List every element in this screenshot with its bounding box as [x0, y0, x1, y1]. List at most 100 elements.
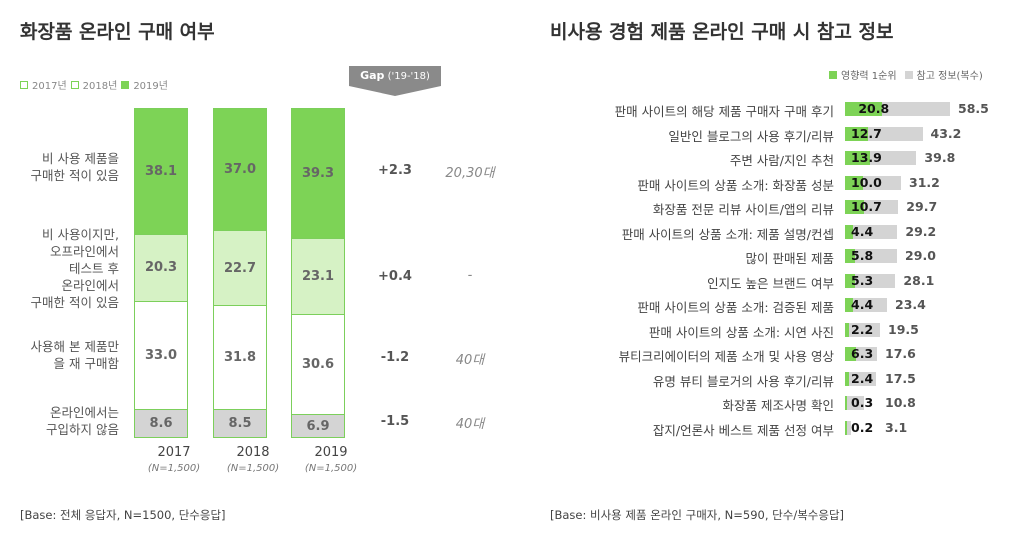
legend-2017-label: 2017년: [32, 81, 67, 92]
year-label-2017: 2017: [157, 445, 191, 460]
ref-bar-multi-6: [845, 249, 898, 264]
gap-header-bold: Gap: [360, 69, 385, 82]
ref-bar-rank1-1: [845, 126, 868, 141]
ref-bar-multi-11: [845, 371, 877, 386]
n-label-2019: (N=1,500): [304, 463, 358, 474]
legend-2019-swatch: [121, 80, 130, 89]
ref-bar-multi-5: [845, 224, 898, 239]
legend-2017-swatch: [20, 80, 28, 89]
ref-value-multi-8: 23.4: [895, 297, 926, 313]
right-legend: 영향력 1순위 참고 정보(복수): [829, 67, 983, 82]
ref-value-rank1-7: 5.3: [851, 272, 874, 288]
ref-bar-multi-13: [845, 420, 851, 435]
ref-bar-multi-9: [845, 322, 880, 337]
ref-bar-rank1-11: [845, 371, 850, 386]
ref-bar-rank1-10: [845, 347, 857, 362]
ref-bar-rank1-9: [845, 322, 849, 337]
gap-header-arrow: [349, 66, 441, 96]
ref-value-multi-4: 29.7: [906, 199, 938, 215]
ref-bar-rank1-2: [845, 151, 870, 166]
ref-value-multi-3: 31.2: [909, 174, 940, 190]
ref-value-multi-2: 39.8: [924, 150, 956, 166]
ref-value-multi-7: 28.1: [903, 272, 935, 288]
legend-rank1-label: 영향력 1순위: [841, 71, 897, 82]
gap-note-2: 40대: [455, 353, 485, 368]
ref-value-rank1-6: 5.8: [851, 248, 874, 264]
gap-value-3: -1.5: [380, 414, 410, 429]
ref-bar-rank1-7: [845, 273, 855, 288]
left-category-2: 사용해 본 제품만 을 재 구매함: [30, 339, 119, 371]
ref-value-multi-12: 10.8: [885, 395, 916, 411]
ref-bar-multi-8: [845, 298, 887, 313]
ref-category-label-12: 화장품 제조사명 확인: [722, 398, 834, 414]
n-label-2017: (N=1,500): [147, 463, 201, 474]
ref-bar-rank1-6: [845, 249, 856, 264]
ref-bar-rank1-0: [845, 102, 883, 117]
ref-value-rank1-0: 20.8: [858, 101, 890, 117]
ref-category-label-2: 주변 사람/지인 추천: [729, 153, 834, 169]
ref-category-label-9: 판매 사이트의 상품 소개: 시연 사진: [648, 324, 834, 340]
right-chart-title: 비사용 경험 제품 온라인 구매 시 참고 정보: [550, 21, 894, 43]
ref-bar-rank1-12: [845, 396, 847, 411]
ref-value-rank1-12: 0.3: [851, 395, 874, 411]
legend-rank1-swatch: [829, 70, 837, 79]
ref-bar-rank1-3: [845, 175, 863, 190]
ref-category-label-5: 판매 사이트의 상품 소개: 제품 설명/컨셉: [621, 226, 834, 242]
left-category-0: 비 사용 제품을 구매한 적이 있음: [30, 151, 119, 183]
ref-value-rank1-2: 13.9: [851, 150, 882, 166]
ref-value-rank1-5: 4.4: [851, 223, 874, 239]
gap-value-1: +0.4: [378, 269, 412, 284]
ref-bar-multi-7: [845, 273, 896, 288]
gap-value-2: -1.2: [380, 350, 410, 365]
ref-bar-rank1-13: [845, 420, 847, 435]
ref-value-rank1-3: 10.0: [851, 174, 882, 190]
gap-header-rest: ('19-'18): [384, 71, 430, 82]
left-legend: 2017년 2018년 2019년: [20, 77, 168, 92]
ref-value-multi-13: 3.1: [885, 419, 908, 435]
ref-value-multi-0: 58.5: [958, 101, 989, 117]
ref-value-rank1-13: 0.2: [851, 419, 874, 435]
ref-category-label-0: 판매 사이트의 해당 제품 구매자 구매 후기: [614, 104, 834, 120]
legend-multi-swatch: [904, 70, 913, 79]
left-base-note: [Base: 전체 응답자, N=1500, 단수응답]: [20, 508, 226, 522]
ref-bar-rank1-5: [845, 224, 853, 239]
left-category-3: 온라인에서는 구입하지 않음: [46, 405, 119, 437]
ref-category-label-3: 판매 사이트의 상품 소개: 화장품 성분: [637, 177, 834, 193]
ref-category-label-7: 인지도 높은 브랜드 여부: [707, 275, 834, 291]
ref-value-multi-10: 17.6: [885, 346, 916, 362]
legend-multi-label: 참고 정보(복수): [916, 71, 983, 82]
right-base-note: [Base: 비사용 제품 온라인 구매자, N=590, 단수/복수응답]: [550, 508, 845, 522]
ref-category-label-10: 뷰티크리에이터의 제품 소개 및 사용 영상: [618, 349, 834, 365]
ref-value-rank1-4: 10.7: [851, 199, 882, 215]
ref-value-multi-11: 17.5: [885, 370, 916, 386]
ref-value-rank1-10: 6.3: [851, 346, 874, 362]
ref-value-rank1-8: 4.4: [851, 297, 874, 313]
ref-value-rank1-9: 2.2: [851, 321, 874, 337]
gap-value-0: +2.3: [378, 163, 412, 178]
ref-category-label-1: 일반인 블로그의 사용 후기/리뷰: [668, 128, 834, 144]
ref-bar-rank1-8: [845, 298, 853, 313]
ref-value-rank1-11: 2.4: [851, 370, 874, 386]
ref-bar-multi-12: [845, 396, 865, 411]
gap-note-3: 40대: [455, 417, 485, 432]
ref-value-multi-9: 19.5: [888, 321, 919, 337]
year-label-2019: 2019: [314, 445, 348, 460]
ref-category-label-6: 많이 판매된 제품: [745, 251, 834, 267]
ref-category-label-8: 판매 사이트의 상품 소개: 검증된 제품: [637, 300, 834, 316]
ref-value-multi-5: 29.2: [905, 223, 937, 239]
legend-2019-label: 2019년: [133, 81, 168, 92]
ref-category-label-13: 잡지/언론사 베스트 제품 선정 여부: [652, 422, 834, 438]
ref-bar-rank1-4: [845, 200, 865, 215]
gap-note-1: -: [467, 268, 473, 283]
ref-value-multi-6: 29.0: [905, 248, 936, 264]
n-label-2018: (N=1,500): [226, 463, 280, 474]
ref-category-label-11: 유명 뷰티 블로거의 사용 후기/리뷰: [652, 373, 834, 389]
ref-category-label-4: 화장품 전문 리뷰 사이트/앱의 리뷰: [652, 202, 834, 218]
gap-note-0: 20,30대: [445, 166, 495, 181]
left-category-1: 비 사용이지만, 오프라인에서 테스트 후 온라인에서 구매한 적이 있음: [30, 227, 119, 310]
gap-header: Gap ('19-'18): [349, 66, 441, 98]
ref-value-rank1-1: 12.7: [851, 125, 882, 141]
legend-2018-label: 2018년: [82, 81, 118, 92]
ref-value-multi-1: 43.2: [930, 125, 962, 141]
